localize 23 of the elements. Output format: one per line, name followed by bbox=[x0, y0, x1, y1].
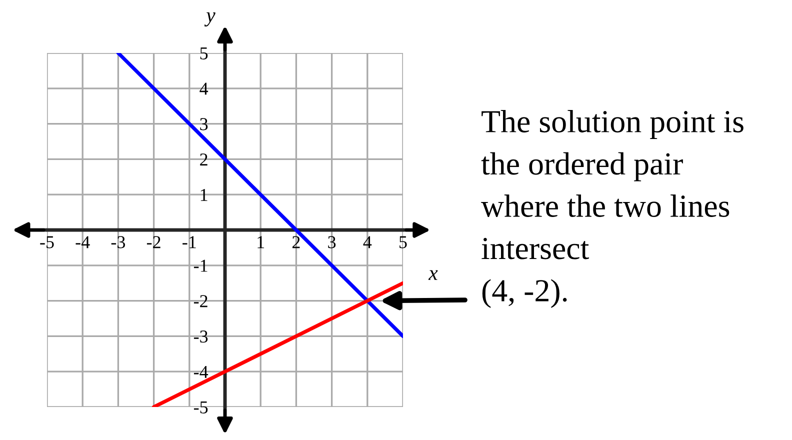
x-tick-label: 4 bbox=[363, 236, 372, 248]
x-tick-label: 5 bbox=[400, 236, 407, 248]
x-axis-title: x bbox=[428, 270, 438, 280]
y-tick-label: 1 bbox=[200, 188, 208, 201]
y-tick-label: -4 bbox=[194, 366, 208, 378]
y-tick-label: -3 bbox=[194, 330, 208, 343]
y-axis-title: y bbox=[204, 12, 216, 26]
y-tick-label: 2 bbox=[200, 154, 208, 166]
x-tick-label: 2 bbox=[292, 236, 300, 248]
y-tick-label: 4 bbox=[200, 82, 208, 95]
y-tick-label: 5 bbox=[200, 47, 208, 60]
x-tick-label: -3 bbox=[111, 236, 126, 248]
y-tick-label: -5 bbox=[194, 401, 208, 414]
text: The solution point is the ordered pair where the two lines intersect (4, -2). bbox=[481, 110, 744, 308]
x-tick-label: 3 bbox=[328, 236, 336, 248]
y-tick-label: -2 bbox=[194, 295, 208, 308]
y-tick-label: 3 bbox=[200, 118, 208, 130]
x-tick-label: 1 bbox=[258, 236, 264, 248]
x-tick-label: -5 bbox=[40, 236, 54, 248]
x-tick-label: -1 bbox=[182, 236, 196, 248]
x-tick-label: -2 bbox=[146, 236, 160, 248]
x-tick-label: -4 bbox=[76, 236, 90, 248]
y-tick-label: -1 bbox=[194, 260, 208, 272]
